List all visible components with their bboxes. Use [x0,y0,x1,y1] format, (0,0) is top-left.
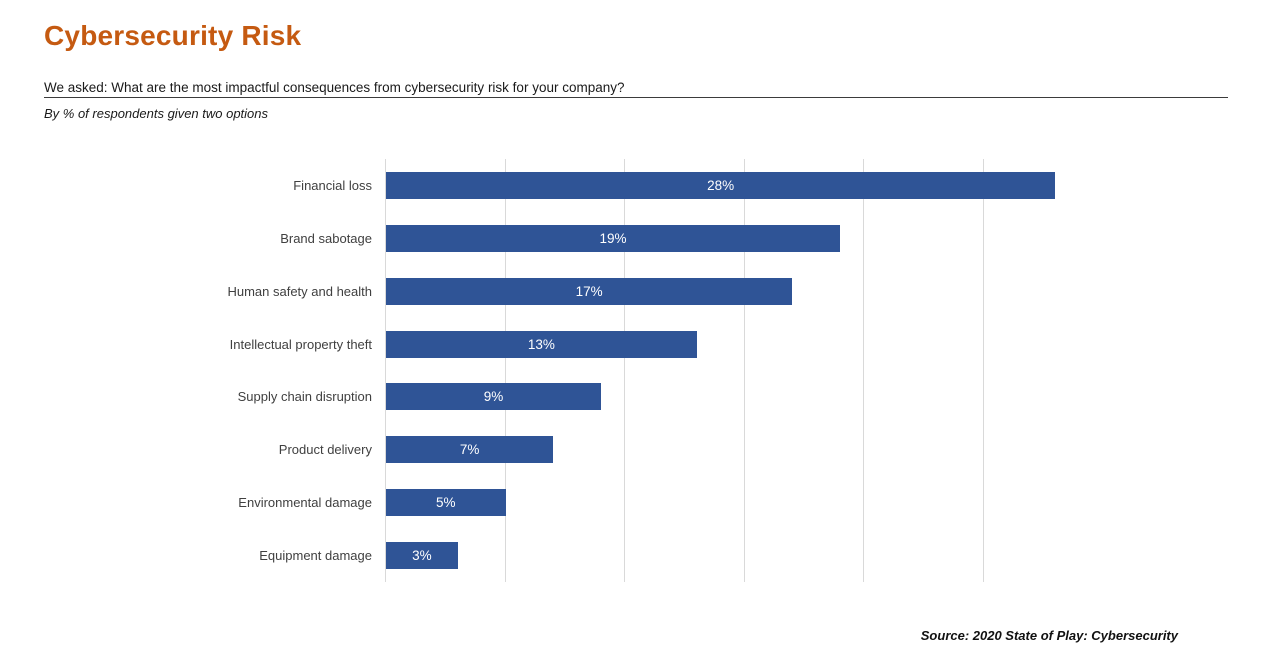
category-label: Intellectual property theft [229,336,372,352]
gridline [743,159,745,582]
gridline [504,159,506,582]
bar-chart: Financial loss 28% Brand sabotage 19% Human … [0,159,1270,582]
gridline [624,159,625,582]
source-caption: Source: 2020 State of Play: Cybersecurit… [920,628,1178,643]
gridline [863,159,864,582]
bar: 7% [386,436,554,464]
category-label: Financial loss [293,177,372,193]
category-label: Product delivery [278,442,372,458]
category-label: Environmental damage [238,495,372,511]
bar: 17% [386,277,793,305]
page-title: Cybersecurity Risk [44,20,302,51]
survey-question: We asked: What are the most impactful co… [44,80,625,95]
bar: 9% [386,383,602,411]
bar: 3% [386,542,458,570]
chart-note: By % of respondents given two options [44,106,269,121]
bar: 13% [386,330,697,358]
bar: 19% [386,224,841,252]
gridline [982,159,984,582]
bar-value-label: 13% [527,336,555,352]
bar: 28% [386,171,1056,199]
category-label: Supply chain disruption [237,389,372,405]
bar-value-label: 19% [599,230,627,246]
bar-value-label: 3% [412,548,432,564]
gridline [385,159,386,582]
bar-value-label: 5% [435,495,456,511]
category-label: Equipment damage [259,548,372,564]
bar-value-label: 28% [707,177,735,193]
category-label: Human safety and health [227,283,372,299]
divider-line [44,97,1228,98]
bar-value-label: 17% [575,283,603,299]
bar-value-label: 9% [483,389,504,405]
bar-value-label: 7% [459,442,480,458]
bar: 5% [386,489,506,517]
category-label: Brand sabotage [280,230,372,246]
